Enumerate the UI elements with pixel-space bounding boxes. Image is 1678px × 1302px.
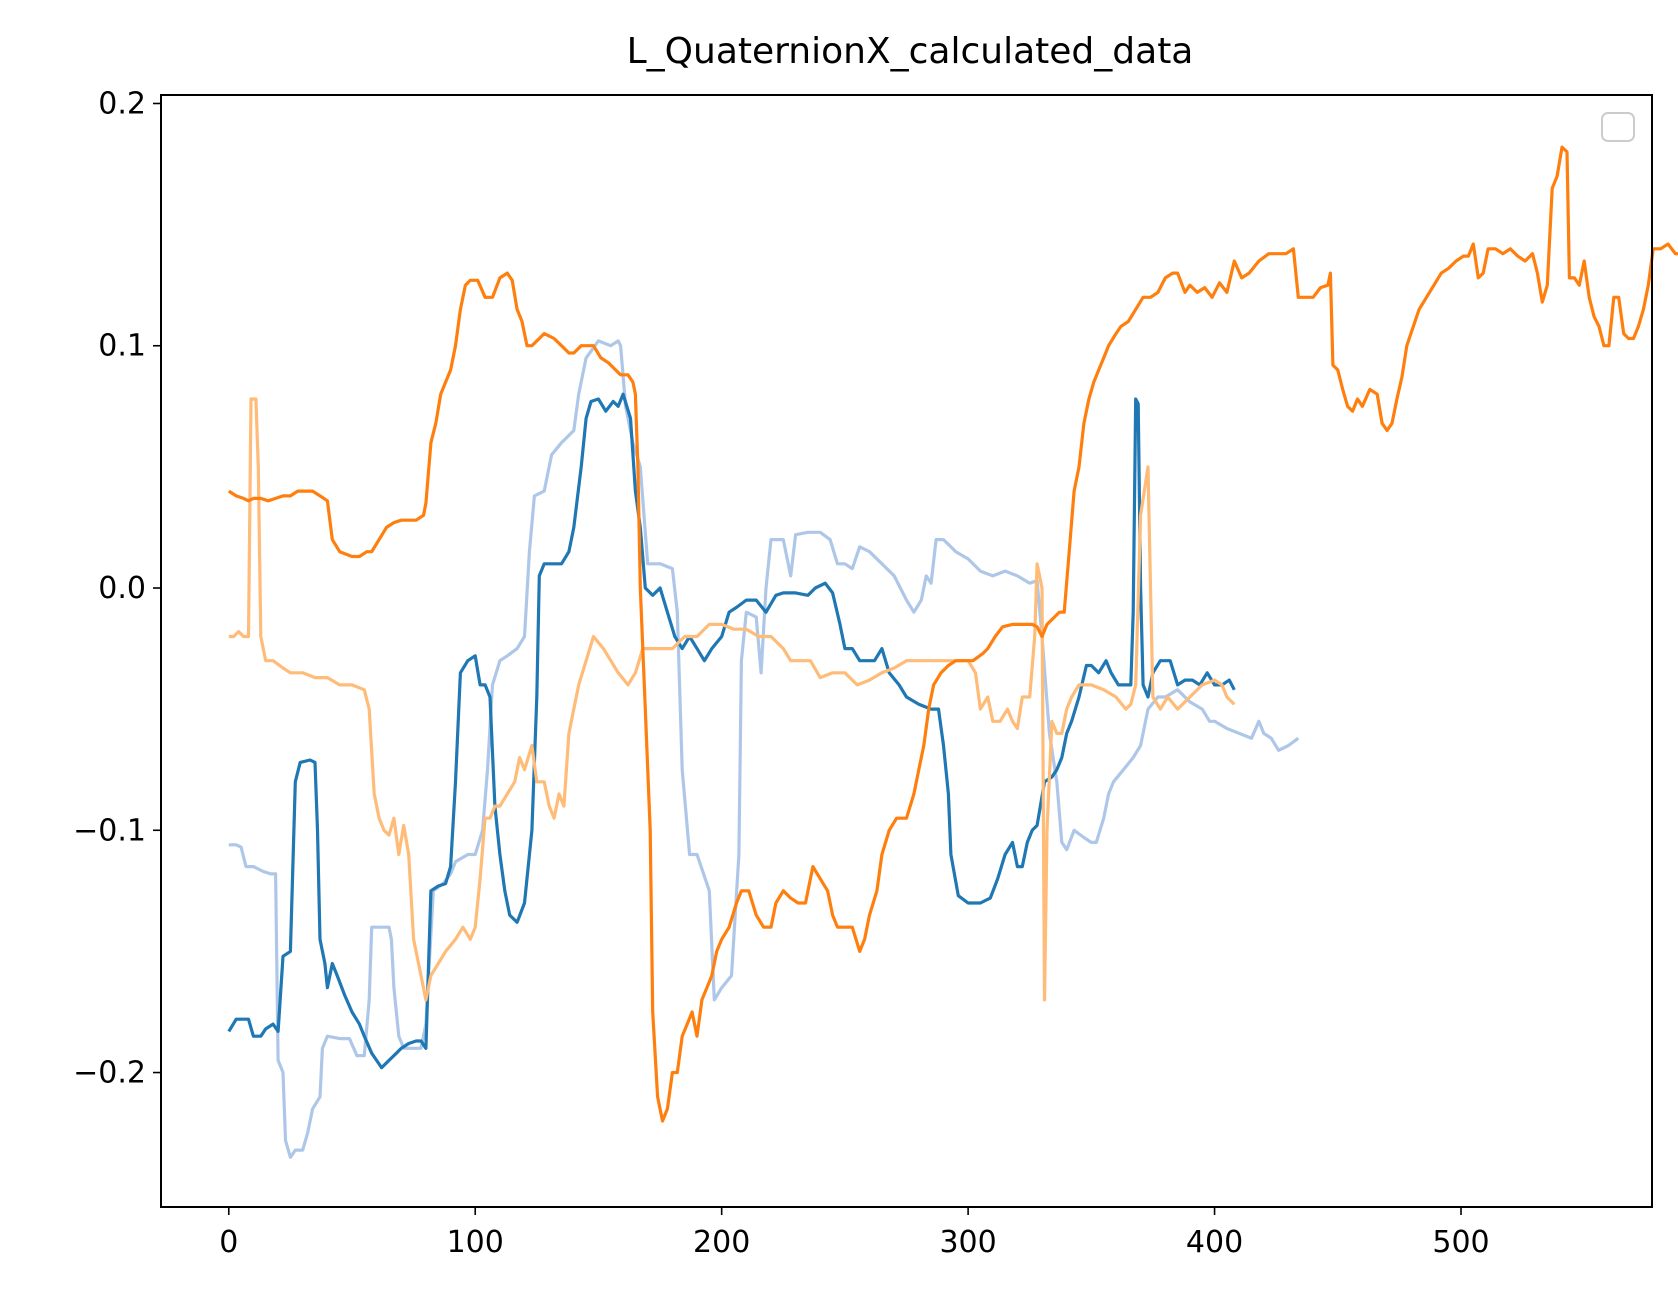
plot-frame: [160, 94, 1653, 1208]
y-tick-label: 0.0: [98, 571, 146, 606]
y-tick-label: 0.2: [98, 86, 146, 121]
x-tick-label: 500: [1432, 1225, 1489, 1260]
x-tick-label: 0: [219, 1225, 238, 1260]
chart-title: L_QuaternionX_calculated_data: [627, 31, 1194, 72]
series-line-3: [228, 397, 1236, 1002]
series-line-4: [227, 145, 1678, 1123]
x-axis: 0 100 200 300 400 500: [219, 1207, 1490, 1260]
y-tick-label: −0.2: [73, 1056, 146, 1091]
legend-box: [1601, 112, 1635, 142]
series-layer: [227, 145, 1678, 1159]
x-tick-label: 300: [939, 1225, 996, 1260]
y-axis: −0.2 −0.1 0.0 0.1 0.2: [73, 86, 161, 1091]
y-tick-label: 0.1: [98, 329, 146, 364]
series-line-1: [228, 339, 1300, 1159]
x-tick-label: 400: [1186, 1225, 1243, 1260]
x-tick-label: 100: [447, 1225, 504, 1260]
y-tick-label: −0.1: [73, 813, 146, 848]
x-tick-label: 200: [693, 1225, 750, 1260]
